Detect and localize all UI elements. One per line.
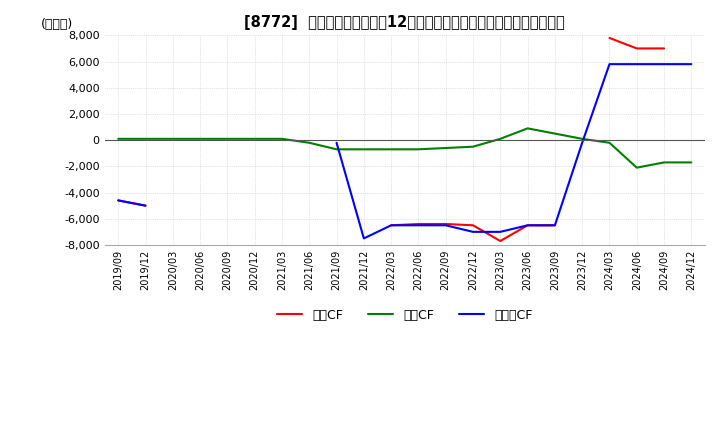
投資CF bbox=[523, 126, 532, 131]
Line: 投資CF: 投資CF bbox=[118, 128, 691, 168]
投資CF bbox=[551, 131, 559, 136]
投資CF bbox=[496, 136, 505, 142]
投資CF bbox=[251, 136, 259, 142]
投資CF bbox=[387, 147, 395, 152]
フリーCF bbox=[332, 140, 341, 145]
フリーCF bbox=[551, 223, 559, 228]
投資CF bbox=[359, 147, 368, 152]
投資CF bbox=[578, 136, 587, 142]
フリーCF bbox=[496, 229, 505, 235]
フリーCF bbox=[523, 223, 532, 228]
営業CF bbox=[114, 198, 122, 203]
Line: フリーCF: フリーCF bbox=[118, 64, 691, 238]
フリーCF bbox=[114, 198, 122, 203]
営業CF bbox=[632, 46, 641, 51]
投資CF bbox=[632, 165, 641, 170]
Y-axis label: (百万円): (百万円) bbox=[40, 18, 73, 31]
フリーCF bbox=[578, 140, 587, 145]
営業CF bbox=[469, 223, 477, 228]
Legend: 営業CF, 投資CF, フリーCF: 営業CF, 投資CF, フリーCF bbox=[272, 304, 537, 327]
フリーCF bbox=[414, 223, 423, 228]
フリーCF bbox=[632, 62, 641, 67]
フリーCF bbox=[278, 75, 287, 80]
フリーCF bbox=[660, 62, 668, 67]
営業CF bbox=[523, 223, 532, 228]
投資CF bbox=[278, 136, 287, 142]
投資CF bbox=[605, 140, 613, 145]
投資CF bbox=[469, 144, 477, 149]
投資CF bbox=[168, 136, 177, 142]
営業CF bbox=[441, 221, 450, 227]
営業CF bbox=[496, 238, 505, 244]
フリーCF bbox=[387, 223, 395, 228]
営業CF bbox=[605, 35, 613, 40]
フリーCF bbox=[359, 236, 368, 241]
投資CF bbox=[141, 136, 150, 142]
投資CF bbox=[223, 136, 232, 142]
投資CF bbox=[660, 160, 668, 165]
営業CF bbox=[387, 223, 395, 228]
投資CF bbox=[114, 136, 122, 142]
フリーCF bbox=[469, 229, 477, 235]
投資CF bbox=[196, 136, 204, 142]
投資CF bbox=[305, 140, 314, 145]
Title: [8772]  キャッシュフローの12か月移動合計の対前年同期増減額の推移: [8772] キャッシュフローの12か月移動合計の対前年同期増減額の推移 bbox=[244, 15, 565, 30]
フリーCF bbox=[605, 62, 613, 67]
営業CF bbox=[551, 223, 559, 228]
営業CF bbox=[660, 46, 668, 51]
投資CF bbox=[332, 147, 341, 152]
フリーCF bbox=[441, 223, 450, 228]
投資CF bbox=[414, 147, 423, 152]
投資CF bbox=[441, 145, 450, 150]
Line: 営業CF: 営業CF bbox=[118, 38, 664, 241]
フリーCF bbox=[687, 62, 696, 67]
投資CF bbox=[687, 160, 696, 165]
営業CF bbox=[278, 75, 287, 80]
営業CF bbox=[141, 203, 150, 208]
フリーCF bbox=[141, 203, 150, 208]
営業CF bbox=[414, 221, 423, 227]
